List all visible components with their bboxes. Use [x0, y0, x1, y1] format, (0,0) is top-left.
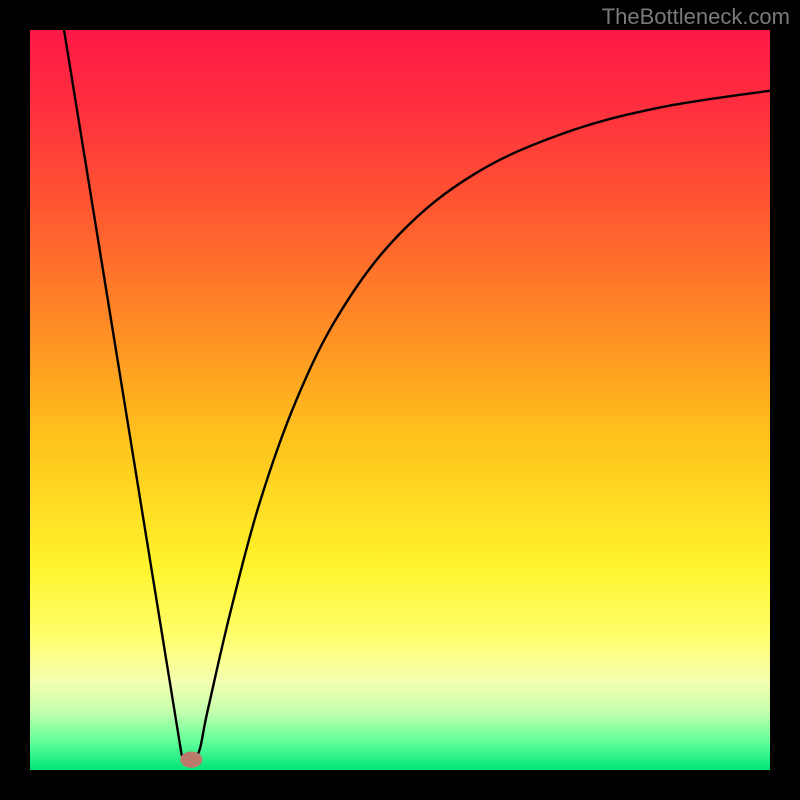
- chart-background: [30, 30, 770, 770]
- bottleneck-chart: [0, 0, 800, 800]
- optimum-marker: [180, 752, 202, 768]
- watermark-text: TheBottleneck.com: [602, 4, 790, 30]
